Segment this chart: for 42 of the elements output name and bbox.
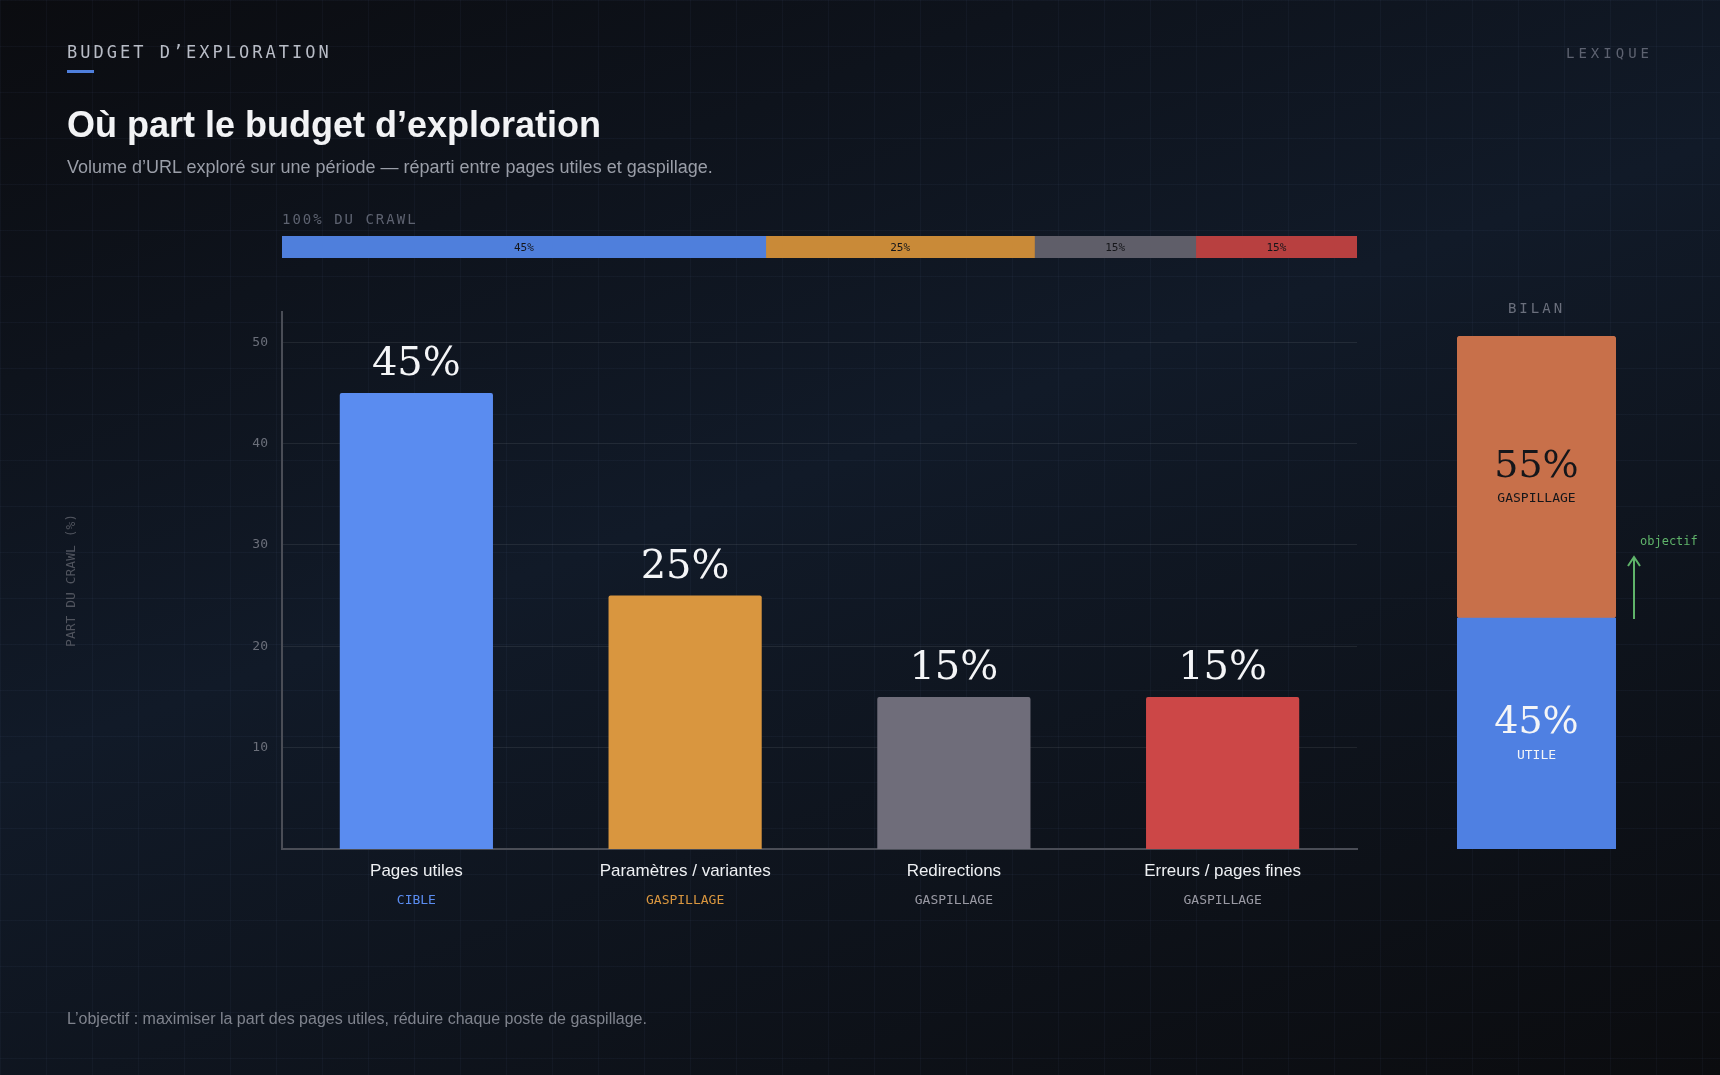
text: objectif — [1640, 534, 1698, 548]
y-tick-label: 30 — [252, 536, 268, 552]
data-label: 45% — [1494, 698, 1579, 743]
text: L’objectif : maximiser la part des pages utiles, réduire chaque poste de gaspillage. — [67, 1010, 647, 1028]
data-label: 45% — [371, 338, 461, 385]
bar — [339, 392, 493, 849]
data-label: 45% — [513, 240, 535, 254]
y-axis-title: PART DU CRAWL (%) — [63, 513, 79, 647]
y-tick-label: 40 — [252, 434, 268, 450]
bar — [765, 236, 1035, 258]
data-label: 55% — [1494, 441, 1579, 486]
text: LEXIQUE — [1566, 45, 1654, 61]
data-label: 15% — [1105, 240, 1126, 254]
text: GASPILLAGE — [645, 892, 725, 908]
text: GASPILLAGE — [914, 892, 994, 908]
text: CIBLE — [396, 892, 436, 908]
data-label: 15% — [1266, 240, 1287, 254]
text: GASPILLAGE — [1183, 892, 1262, 908]
series-label: GASPILLAGE — [1497, 490, 1576, 506]
bar — [1034, 236, 1197, 258]
bar — [282, 236, 767, 258]
data-label: 15% — [1178, 642, 1268, 689]
data-label: 25% — [890, 240, 911, 254]
bar — [877, 696, 1031, 849]
data-label: 15% — [909, 642, 999, 689]
chart-title: Où part le budget d’exploration — [67, 104, 602, 146]
chart-subtitle: Volume d’URL exploré sur une période — réparti entre pages utiles et gaspillage. — [67, 157, 713, 178]
bar — [608, 595, 762, 849]
bar — [1195, 236, 1357, 258]
text: 100% DU CRAWL — [282, 211, 418, 227]
text: BUDGET D’EXPLORATION — [67, 42, 332, 62]
bar — [1146, 696, 1300, 849]
chart-title: BILAN — [1506, 300, 1567, 316]
x-tick-label: Redirections — [906, 860, 1002, 880]
series-label: UTILE — [1516, 746, 1557, 762]
y-tick-label: 20 — [252, 637, 268, 653]
data-label: 25% — [640, 540, 730, 587]
y-tick-label: 50 — [252, 333, 268, 349]
x-tick-label: Paramètres / variantes — [599, 860, 771, 880]
x-tick-label: Erreurs / pages fines — [1144, 860, 1302, 880]
y-tick-label: 10 — [252, 739, 268, 755]
x-tick-label: Pages utiles — [370, 860, 463, 880]
